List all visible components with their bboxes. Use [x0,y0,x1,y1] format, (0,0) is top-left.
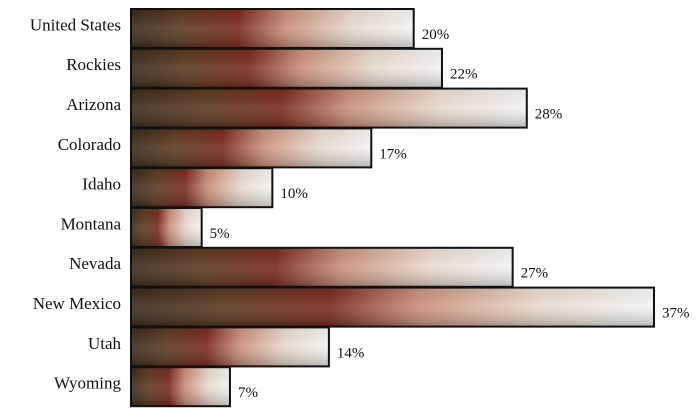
bar-shade-new-mexico [131,287,654,327]
bar-shade-united-states [131,9,414,48]
bar-shade-nevada [131,247,513,287]
bar-arizona [130,87,528,129]
category-label-new-mexico: New Mexico [33,294,121,313]
labels-layer: United States 20% Rockies 22% Arizona 28% Colo… [30,15,690,401]
value-label-utah: 14% [337,345,365,361]
value-label-colorado: 17% [379,146,407,162]
bar-united-states [130,8,415,49]
value-label-montana: 5% [210,226,230,242]
category-label-idaho: Idaho [82,175,121,194]
bar-nevada [130,246,514,288]
value-label-nevada: 27% [521,266,549,282]
bar-colorado [130,127,373,169]
bar-montana [130,207,203,248]
bar-outline-new-mexico [130,286,655,328]
category-label-nevada: Nevada [69,254,121,273]
bar-utah [130,326,330,368]
category-label-utah: Utah [88,334,122,353]
bar-shade-arizona [131,88,527,128]
category-label-montana: Montana [61,214,122,233]
value-label-united-states: 20% [422,27,450,43]
bar-wyoming [130,366,231,408]
bar-shade-rockies [131,48,442,88]
category-label-wyoming: Wyoming [54,374,121,393]
value-label-idaho: 10% [280,186,308,202]
value-label-new-mexico: 37% [662,306,690,322]
bar-rockies [130,47,443,89]
category-label-rockies: Rockies [66,55,121,74]
bar-shade-wyoming [131,367,230,407]
bar-new-mexico [130,286,655,328]
value-label-arizona: 28% [535,107,563,123]
bars-layer [130,8,655,408]
bar-shade-montana [131,208,202,247]
category-label-colorado: Colorado [58,135,121,154]
bar-outline-wyoming [130,366,231,408]
category-label-united-states: United States [30,15,121,34]
bar-shade-utah [131,327,329,367]
bar-shade-colorado [131,128,372,168]
value-label-wyoming: 7% [238,385,258,401]
category-label-arizona: Arizona [66,95,121,114]
bar-shade-idaho [131,168,273,208]
bar-idaho [130,167,274,209]
value-label-rockies: 22% [450,67,478,83]
